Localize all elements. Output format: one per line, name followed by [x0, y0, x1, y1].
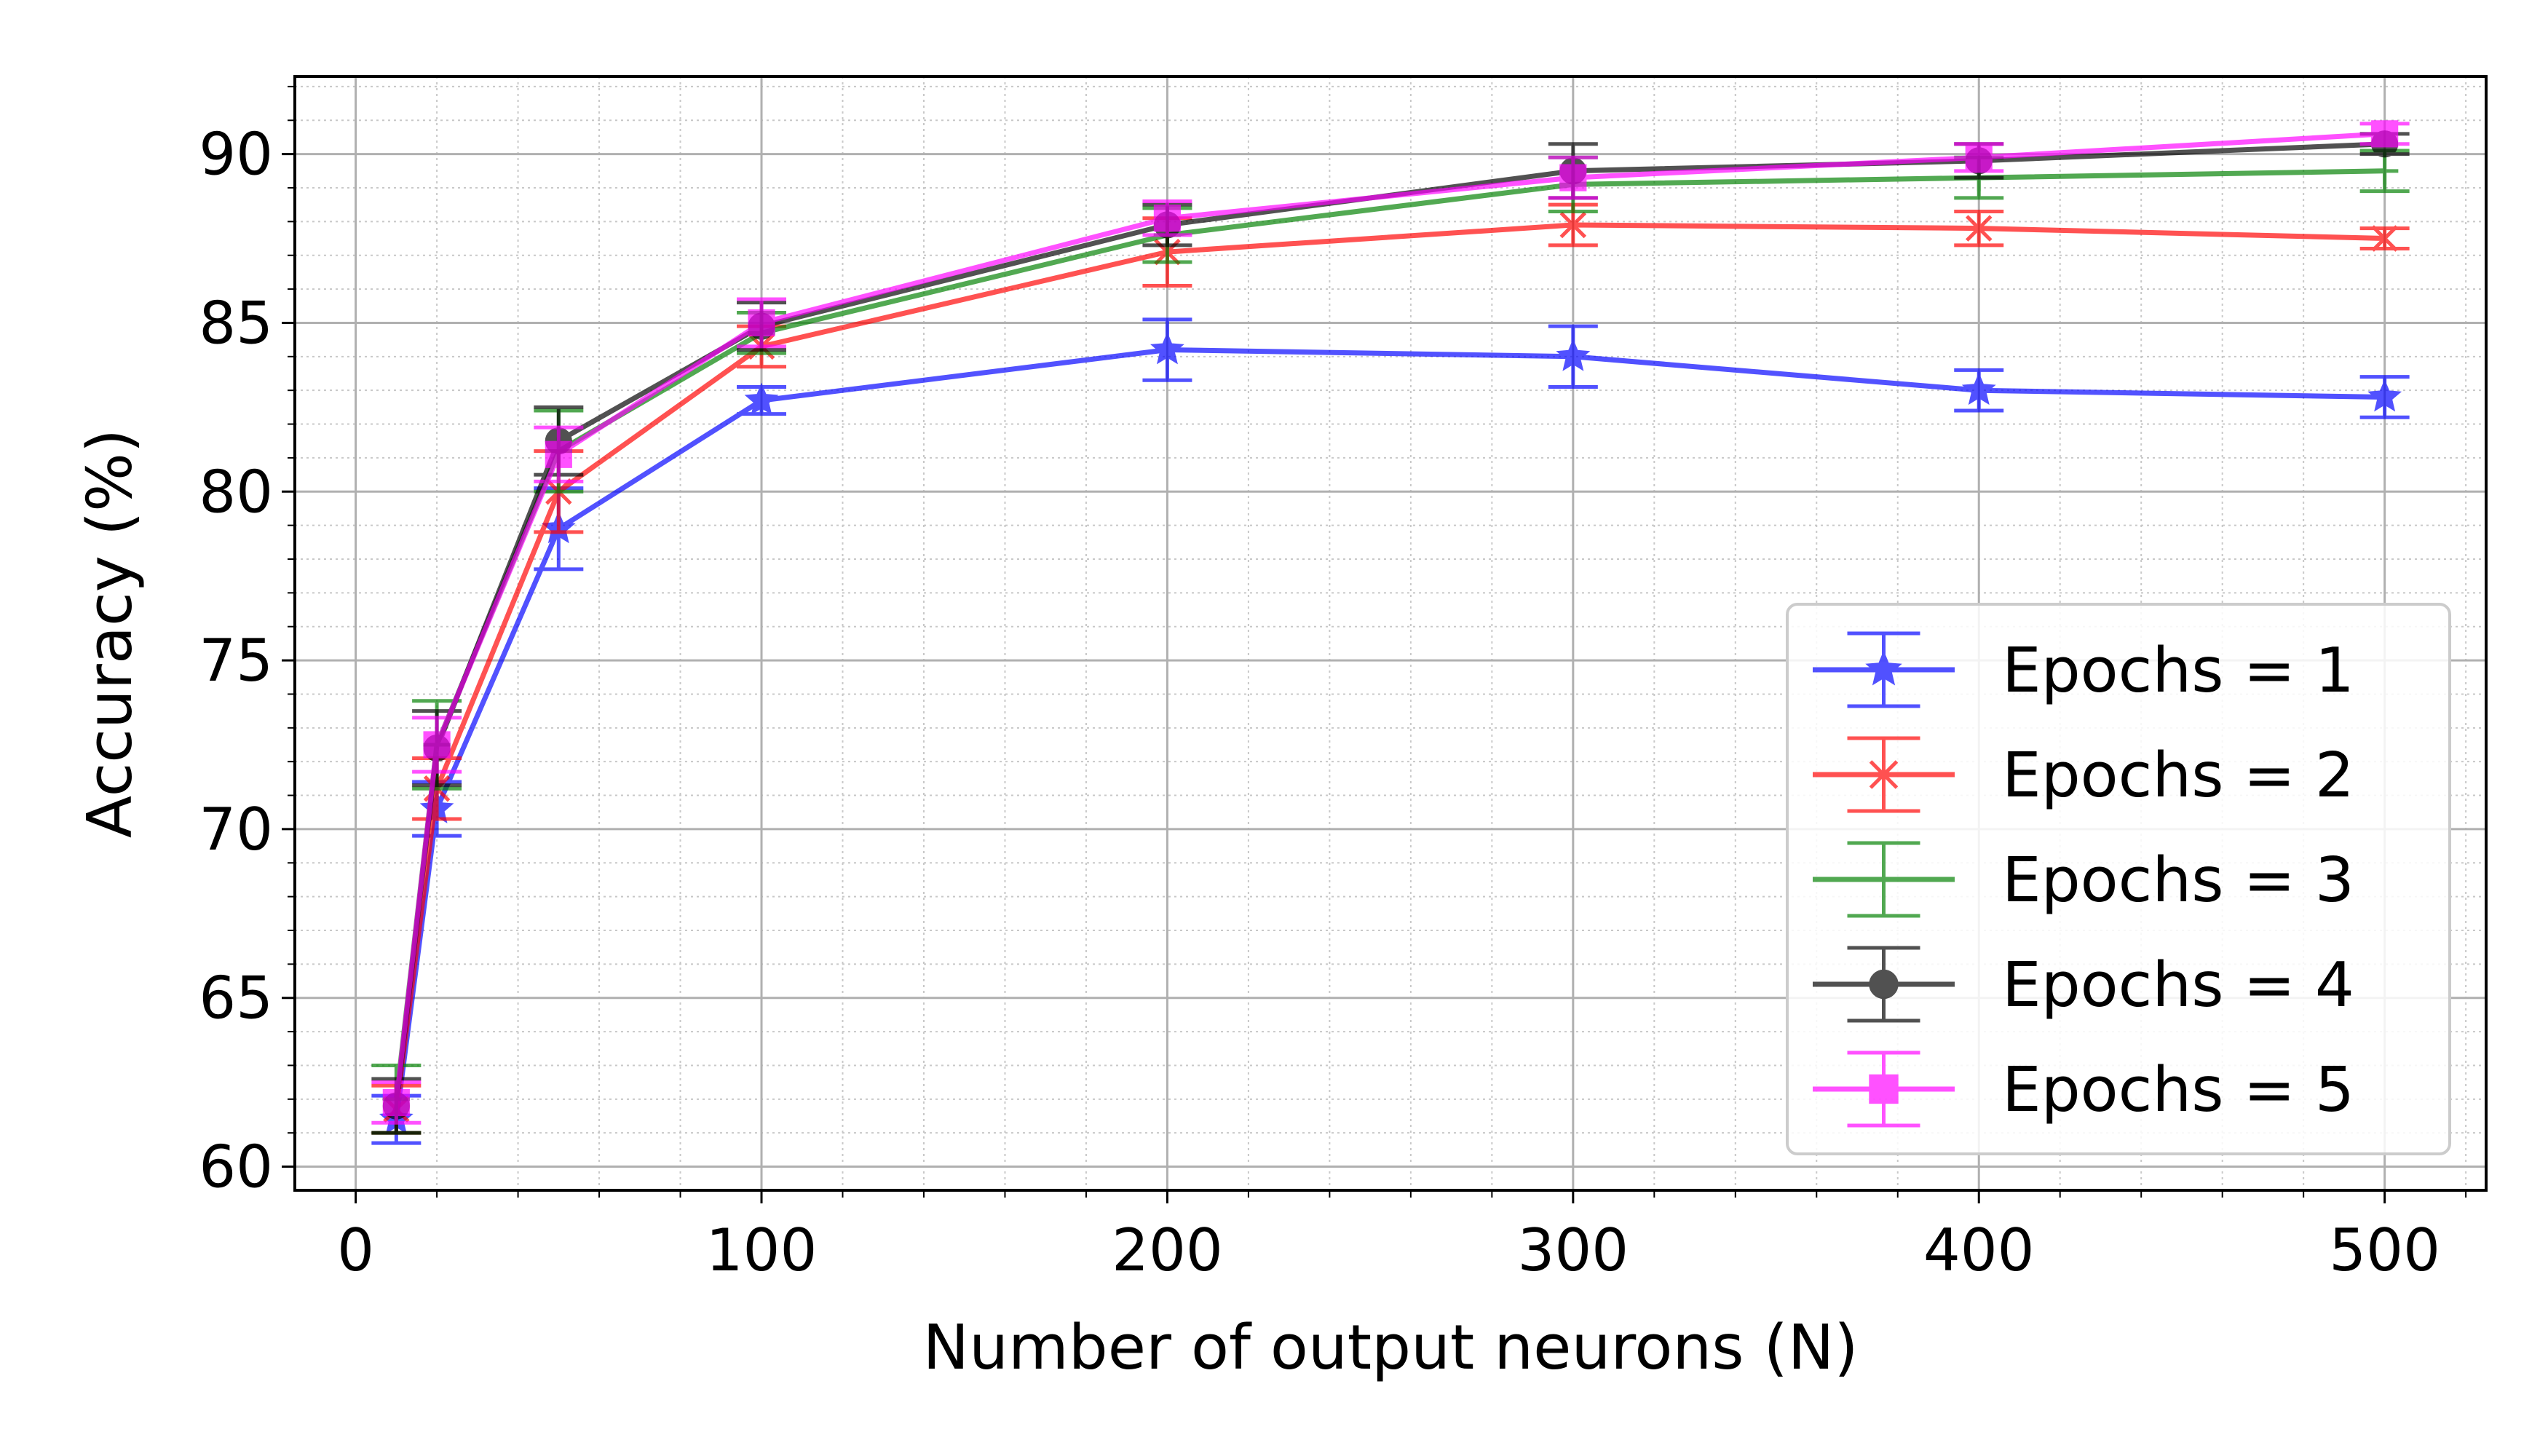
data-point	[2371, 120, 2399, 148]
legend-marker	[1869, 864, 1899, 895]
data-point	[1961, 372, 1996, 405]
data-point	[1965, 143, 1993, 171]
legend-marker	[1869, 760, 1899, 789]
data-point	[545, 440, 572, 468]
y-tick-label: 85	[199, 289, 273, 357]
x-axis-label: Number of output neurons (N)	[922, 1312, 1858, 1384]
y-tick-label: 90	[199, 121, 273, 189]
legend-handle	[1813, 946, 1955, 1023]
data-point	[1556, 339, 1591, 371]
x-tick-label: 400	[1923, 1216, 2035, 1284]
data-point	[2370, 157, 2399, 185]
series-layer	[371, 120, 2410, 1145]
legend: Epochs = 1 Epochs = 2 Epochs = 3 Epochs = 4…	[1786, 603, 2451, 1155]
x-tick-label: 0	[337, 1216, 374, 1284]
y-tick-label: 70	[199, 796, 273, 863]
legend-handle	[1813, 736, 1955, 813]
legend-label: Epochs = 5	[2002, 1054, 2354, 1126]
legend-label: Epochs = 4	[2002, 949, 2354, 1021]
legend-marker	[1869, 1074, 1899, 1104]
legend-marker	[1865, 650, 1902, 686]
data-point	[2371, 225, 2398, 252]
x-tick-label: 300	[1517, 1216, 1629, 1284]
plot-area-frame	[293, 75, 2488, 1192]
data-point	[1965, 215, 1993, 242]
x-tick-label: 500	[2329, 1216, 2440, 1284]
data-point	[2367, 379, 2402, 412]
y-axis-label: Accuracy (%)	[74, 429, 146, 838]
series-epochs-5	[371, 120, 2410, 1125]
legend-label: Epochs = 2	[2002, 740, 2354, 812]
data-point	[748, 309, 775, 337]
y-tick-label: 75	[199, 627, 273, 695]
x-tick-label: 200	[1112, 1216, 1223, 1284]
y-tick-label: 80	[199, 458, 273, 526]
minor-grid	[295, 76, 2486, 1190]
legend-label: Epochs = 1	[2002, 635, 2354, 707]
data-point	[382, 1088, 410, 1117]
legend-label: Epochs = 3	[2002, 844, 2354, 917]
legend-marker	[1869, 969, 1899, 1000]
y-tick-label: 65	[199, 965, 273, 1032]
legend-handle	[1813, 841, 1955, 918]
legend-box	[1786, 603, 2451, 1155]
legend-handle	[1813, 631, 1955, 708]
series-line	[393, 131, 2385, 1103]
data-point	[1559, 164, 1587, 191]
data-point	[1559, 211, 1587, 239]
data-point	[423, 731, 451, 759]
axis-ticks	[282, 85, 2467, 1203]
series-line	[393, 347, 2385, 1120]
y-tick-label: 60	[199, 1133, 273, 1201]
data-point	[1153, 205, 1182, 232]
tick-labels: 0 100 200 300 400 500 60 65 70 75 80 85 90	[199, 121, 2440, 1284]
data-point	[744, 382, 779, 416]
legend-handle	[1813, 1051, 1955, 1128]
series-line	[393, 222, 2385, 1110]
x-tick-label: 100	[706, 1216, 818, 1284]
data-point	[1150, 331, 1184, 365]
